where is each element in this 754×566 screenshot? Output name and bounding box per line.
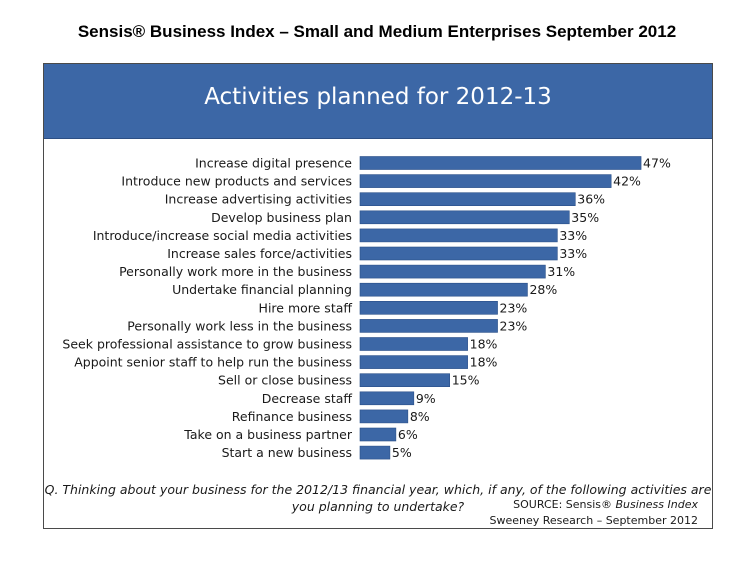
bar-chart: Increase digital presence 47% Introduce ne… xyxy=(62,156,671,461)
bar xyxy=(359,319,498,333)
category-label: Introduce new products and services xyxy=(121,174,352,189)
bar xyxy=(359,409,409,424)
category-label: Take on a business partner xyxy=(183,427,353,442)
source-prefix: SOURCE: Sensis® xyxy=(513,498,616,511)
category-label: Personally work more in the business xyxy=(119,264,352,279)
value-label: 23% xyxy=(500,318,528,333)
value-label: 33% xyxy=(559,246,587,261)
value-label: 47% xyxy=(643,156,671,171)
question-line-2: you planning to undertake? xyxy=(291,499,465,514)
category-label: Undertake financial planning xyxy=(172,282,352,297)
chart-title: Activities planned for 2012-13 xyxy=(204,84,552,110)
category-label: Decrease staff xyxy=(262,391,353,406)
bar xyxy=(359,246,558,261)
value-label: 9% xyxy=(416,391,436,406)
category-label: Introduce/increase social media activiti… xyxy=(93,228,352,243)
research-credit: Sweeney Research – September 2012 xyxy=(489,514,698,527)
value-label: 23% xyxy=(500,300,528,315)
bar xyxy=(359,264,546,279)
value-label: 35% xyxy=(571,210,599,225)
value-label: 31% xyxy=(547,264,575,279)
page-title: Sensis® Business Index – Small and Mediu… xyxy=(77,22,677,41)
category-label: Increase sales force/activities xyxy=(167,246,352,261)
value-label: 42% xyxy=(613,174,641,189)
value-label: 36% xyxy=(577,192,605,207)
value-label: 5% xyxy=(392,445,412,460)
bar xyxy=(359,174,612,188)
category-label: Increase digital presence xyxy=(195,156,352,171)
category-label: Refinance business xyxy=(232,409,352,424)
category-label: Start a new business xyxy=(222,445,352,460)
value-label: 6% xyxy=(398,427,418,442)
value-label: 18% xyxy=(470,337,498,352)
category-label: Increase advertising activities xyxy=(165,192,352,207)
category-label: Seek professional assistance to grow bus… xyxy=(62,337,352,352)
source-line: SOURCE: Sensis® Business Index xyxy=(513,498,698,511)
survey-question: Q. Thinking about your business for the … xyxy=(44,481,712,515)
value-label: 8% xyxy=(410,409,430,424)
value-label: 15% xyxy=(452,373,480,388)
bar xyxy=(359,355,468,369)
category-label: Develop business plan xyxy=(211,210,352,225)
bar xyxy=(359,156,642,170)
bar xyxy=(359,282,528,297)
bar xyxy=(359,373,450,388)
question-line-1: Q. Thinking about your business for the … xyxy=(44,482,712,497)
bar xyxy=(359,337,468,351)
bar xyxy=(359,228,558,243)
bar xyxy=(359,427,397,442)
value-label: 28% xyxy=(529,282,557,297)
bar xyxy=(359,445,391,460)
value-label: 33% xyxy=(559,228,587,243)
category-label: Personally work less in the business xyxy=(127,318,352,333)
bar xyxy=(359,391,415,406)
source-name: Business Index xyxy=(615,498,698,511)
category-label: Appoint senior staff to help run the bus… xyxy=(74,355,352,370)
bar xyxy=(359,210,570,225)
value-label: 18% xyxy=(470,355,498,370)
chart-frame: Activities planned for 2012-13 Increase … xyxy=(43,63,713,529)
chart-header: Activities planned for 2012-13 xyxy=(44,64,712,139)
bar xyxy=(359,192,576,206)
bar xyxy=(359,301,498,315)
category-label: Sell or close business xyxy=(218,373,352,388)
category-label: Hire more staff xyxy=(259,300,353,315)
